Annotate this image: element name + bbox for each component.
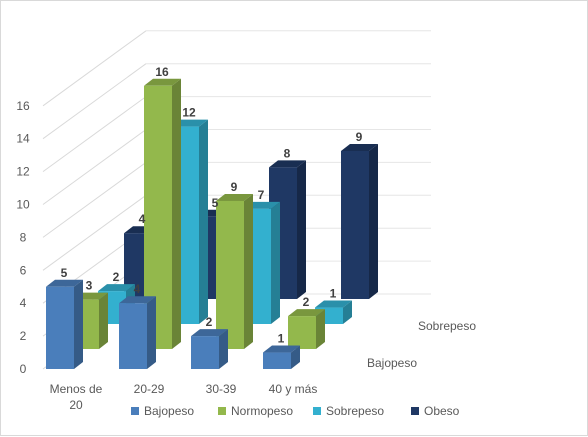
bar-bajopeso-menos-de-20 bbox=[46, 279, 83, 369]
bar-side bbox=[343, 300, 352, 324]
bar-top bbox=[144, 78, 181, 86]
gridline bbox=[42, 129, 147, 205]
y-tick-label: 16 bbox=[16, 99, 30, 113]
x-tick-label: 40 y más bbox=[269, 382, 318, 396]
legend-label: Sobrepeso bbox=[326, 404, 384, 418]
y-tick-label: 6 bbox=[20, 263, 27, 277]
bar-top bbox=[119, 296, 156, 304]
y-tick-label: 4 bbox=[20, 296, 27, 310]
bar-top bbox=[263, 345, 300, 353]
bar-front bbox=[216, 200, 244, 349]
data-label: 5 bbox=[61, 266, 68, 280]
bar-top bbox=[288, 309, 325, 317]
bar-front bbox=[191, 336, 219, 369]
gridline bbox=[42, 96, 147, 173]
bar-top bbox=[98, 284, 135, 292]
bar-front bbox=[263, 352, 291, 369]
x-tick-label: 20 bbox=[69, 398, 83, 412]
gridline bbox=[42, 30, 147, 107]
data-label: 5 bbox=[212, 196, 219, 210]
legend-swatch bbox=[313, 407, 321, 415]
bar-side bbox=[369, 143, 378, 299]
data-label: 9 bbox=[231, 180, 238, 194]
y-tick-label: 12 bbox=[16, 165, 30, 179]
y-tick-label: 14 bbox=[16, 132, 30, 146]
bar-bajopeso-30-39 bbox=[191, 329, 228, 369]
y-tick-label: 10 bbox=[16, 198, 30, 212]
bar-top bbox=[315, 300, 352, 308]
legend-label: Bajopeso bbox=[144, 404, 194, 418]
depth-label: Bajopeso bbox=[367, 356, 417, 370]
bar-top bbox=[341, 143, 378, 151]
bar-side bbox=[316, 309, 325, 349]
bar-front bbox=[46, 286, 74, 369]
legend-swatch bbox=[411, 407, 419, 415]
bar-front bbox=[288, 316, 316, 349]
legend-label: Obeso bbox=[424, 404, 460, 418]
bar-side bbox=[172, 78, 181, 350]
y-tick-label: 2 bbox=[20, 329, 27, 343]
data-label: 4 bbox=[134, 282, 141, 296]
x-tick-label: Menos de bbox=[50, 382, 103, 396]
gridline bbox=[42, 194, 147, 271]
bar-front bbox=[119, 303, 147, 369]
depth-label: Sobrepeso bbox=[418, 319, 476, 333]
x-axis-ticks: Menos de 20 20-29 30-39 40 y más bbox=[50, 382, 318, 412]
data-label: 1 bbox=[330, 287, 337, 301]
data-label: 12 bbox=[182, 106, 196, 120]
bar-side bbox=[244, 193, 253, 349]
y-tick-label: 8 bbox=[20, 230, 27, 244]
x-tick-label: 30-39 bbox=[206, 382, 237, 396]
x-tick-label: 20-29 bbox=[134, 382, 165, 396]
bar-bajopeso-20-29 bbox=[119, 296, 156, 369]
gridline bbox=[42, 161, 147, 238]
data-label: 7 bbox=[258, 188, 265, 202]
data-label: 16 bbox=[155, 65, 169, 79]
bar-top bbox=[216, 193, 253, 201]
bar-front bbox=[341, 150, 369, 299]
gridline bbox=[42, 63, 147, 140]
legend: Bajopeso Normopeso Sobrepeso Obeso bbox=[131, 404, 460, 418]
data-label: 3 bbox=[86, 279, 93, 293]
legend-label: Normopeso bbox=[231, 404, 293, 418]
bars bbox=[46, 78, 378, 369]
bar-side bbox=[291, 345, 300, 369]
data-label: 2 bbox=[303, 295, 310, 309]
data-label: 9 bbox=[356, 130, 363, 144]
legend-swatch bbox=[218, 407, 226, 415]
bar-top bbox=[269, 160, 306, 168]
bar-side bbox=[219, 329, 228, 369]
y-tick-label: 0 bbox=[20, 362, 27, 376]
bar-side bbox=[99, 292, 108, 349]
data-label: 2 bbox=[206, 315, 213, 329]
bar-top bbox=[46, 279, 83, 287]
bar-top bbox=[191, 329, 228, 337]
depth-axis-labels: Sobrepeso Bajopeso bbox=[367, 319, 476, 370]
legend-swatch bbox=[131, 407, 139, 415]
y-axis-ticks: 0 2 4 6 8 10 12 14 16 bbox=[16, 99, 30, 376]
bar-obeso-40-y-m-s bbox=[341, 143, 378, 299]
bar-side bbox=[199, 119, 208, 324]
bar-side bbox=[297, 160, 306, 299]
bar-bajopeso-40-y-m-s bbox=[263, 345, 300, 369]
bar-normopeso-40-y-m-s bbox=[288, 309, 325, 349]
bar-normopeso-30-39 bbox=[216, 193, 253, 349]
data-label: 4 bbox=[139, 212, 146, 226]
data-label: 1 bbox=[278, 332, 285, 346]
bar-side bbox=[271, 201, 280, 324]
data-label: 8 bbox=[284, 146, 291, 160]
bar-side bbox=[74, 279, 83, 369]
bar-side bbox=[147, 296, 156, 369]
data-label: 2 bbox=[113, 270, 120, 284]
